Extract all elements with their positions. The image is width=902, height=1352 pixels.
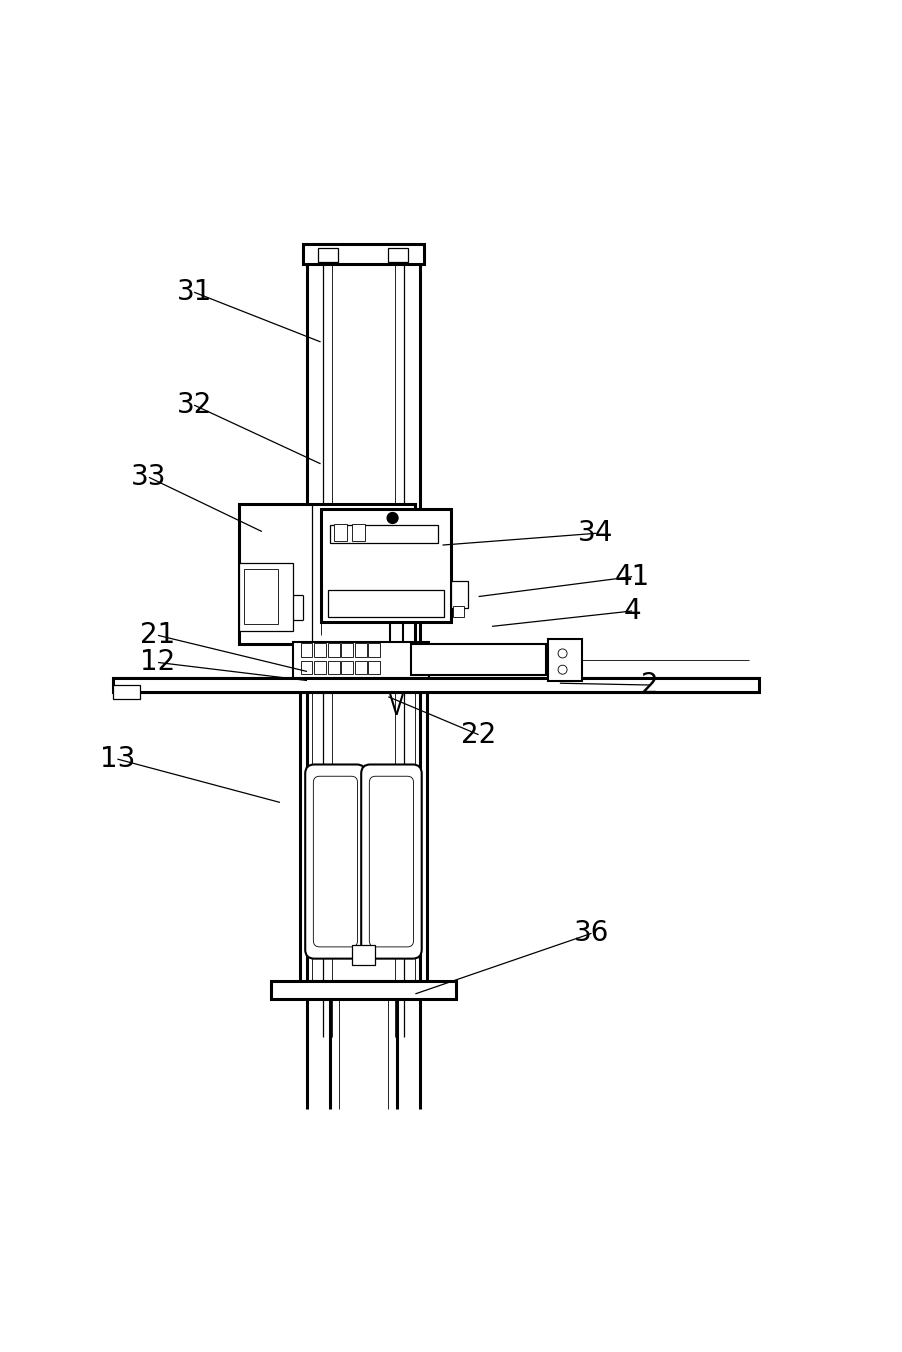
FancyBboxPatch shape [313, 776, 357, 946]
Bar [327, 591, 444, 618]
Bar [318, 247, 337, 262]
Bar [300, 661, 312, 675]
FancyBboxPatch shape [369, 776, 413, 946]
Bar [334, 525, 346, 541]
Circle shape [387, 512, 398, 523]
Bar [244, 569, 278, 623]
Bar [300, 644, 312, 657]
Bar [354, 661, 366, 675]
Text: 2: 2 [640, 671, 658, 699]
Text: 22: 22 [460, 721, 496, 749]
Bar [314, 661, 326, 675]
Bar [113, 685, 140, 699]
Bar [293, 642, 428, 677]
Bar [299, 690, 427, 982]
Bar [548, 639, 582, 680]
Text: 12: 12 [140, 649, 176, 676]
Bar [271, 982, 456, 999]
Bar [314, 644, 326, 657]
Bar [341, 661, 353, 675]
Bar [239, 504, 415, 645]
Text: 41: 41 [613, 562, 649, 591]
Text: 4: 4 [622, 598, 640, 625]
Text: 13: 13 [99, 745, 135, 773]
Bar [320, 508, 451, 622]
Bar [352, 525, 364, 541]
Bar [453, 607, 464, 618]
FancyBboxPatch shape [305, 764, 365, 959]
Bar [368, 661, 380, 675]
Bar [341, 644, 353, 657]
Text: 32: 32 [176, 391, 212, 419]
Text: 36: 36 [573, 919, 609, 948]
FancyBboxPatch shape [361, 764, 421, 959]
Bar [302, 245, 424, 264]
Bar [239, 564, 293, 631]
Text: 21: 21 [140, 622, 176, 649]
Text: 31: 31 [176, 279, 212, 306]
Bar [451, 581, 467, 608]
Bar [329, 525, 437, 544]
Bar [410, 645, 546, 675]
Text: 33: 33 [131, 464, 167, 491]
Bar [388, 247, 408, 262]
Bar [352, 945, 375, 965]
Bar [113, 677, 758, 692]
Bar [327, 661, 339, 675]
Text: 34: 34 [577, 519, 613, 548]
Bar [354, 644, 366, 657]
Bar [327, 644, 339, 657]
Bar [368, 644, 380, 657]
